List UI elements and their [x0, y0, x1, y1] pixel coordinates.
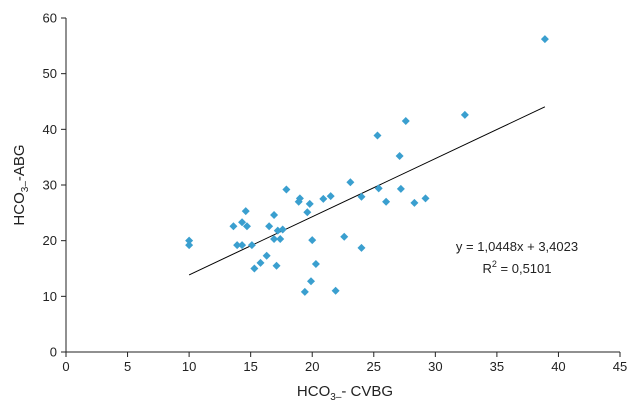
data-point	[272, 261, 281, 270]
data-point	[229, 222, 238, 231]
data-point	[270, 234, 279, 243]
data-point	[276, 234, 285, 243]
data-point	[278, 225, 287, 234]
data-point	[306, 277, 315, 286]
data-point	[382, 197, 391, 206]
x-ticks: 0 5 10 15 20 25 30 35 40 45	[62, 352, 627, 374]
data-point	[185, 236, 194, 245]
data-point	[357, 243, 366, 252]
y-tick-label: 30	[43, 178, 57, 193]
x-tick-label: 20	[305, 359, 319, 374]
x-tick-label: 25	[367, 359, 381, 374]
y-ticks: 0 10 20 30 40 50 60	[43, 11, 66, 360]
x-tick-label: 45	[613, 359, 627, 374]
data-point	[303, 208, 312, 217]
axes	[65, 18, 620, 353]
data-point	[250, 264, 259, 273]
data-point	[374, 184, 383, 193]
data-point	[185, 241, 194, 250]
data-point	[233, 241, 242, 250]
data-point	[305, 199, 314, 208]
data-point	[540, 35, 549, 44]
data-point	[410, 198, 419, 207]
data-point	[270, 211, 279, 220]
data-point	[319, 194, 328, 203]
data-point	[262, 251, 271, 260]
y-tick-label: 10	[43, 289, 57, 304]
data-point	[346, 178, 355, 187]
data-point	[357, 192, 366, 201]
y-tick-label: 60	[43, 11, 57, 26]
data-point	[282, 185, 291, 194]
x-tick-label: 0	[62, 359, 69, 374]
data-point	[242, 222, 251, 231]
data-point	[241, 207, 250, 216]
y-axis-title: HCO3–-ABG	[11, 144, 31, 225]
data-point	[326, 192, 335, 201]
r-squared-label: R2 = 0,5101	[483, 259, 552, 276]
y-tick-label: 50	[43, 66, 57, 81]
y-tick-label: 40	[43, 122, 57, 137]
x-tick-label: 15	[243, 359, 257, 374]
data-point	[311, 260, 320, 269]
data-point	[300, 287, 309, 296]
x-tick-label: 10	[182, 359, 196, 374]
data-point	[421, 194, 430, 203]
data-point	[401, 116, 410, 125]
trendline	[188, 106, 546, 276]
y-tick-label: 20	[43, 233, 57, 248]
x-tick-label: 5	[124, 359, 131, 374]
y-tick-label: 0	[50, 345, 57, 360]
data-point	[247, 241, 256, 250]
x-axis-title: HCO3–- CVBG	[297, 383, 393, 403]
data-point	[331, 286, 340, 295]
x-tick-label: 30	[428, 359, 442, 374]
x-tick-label: 35	[490, 359, 504, 374]
trendline-equation: y = 1,0448x + 3,4023	[456, 239, 578, 254]
data-point	[238, 218, 247, 227]
data-point	[460, 110, 469, 119]
data-point	[395, 152, 404, 161]
x-tick-label: 40	[551, 359, 565, 374]
data-point	[340, 232, 349, 241]
data-points	[185, 35, 549, 296]
data-point	[308, 236, 317, 245]
data-point	[373, 131, 382, 140]
data-point	[256, 258, 265, 267]
data-point	[295, 194, 304, 203]
data-point	[238, 241, 247, 250]
data-point	[265, 222, 274, 231]
data-point	[396, 184, 405, 193]
